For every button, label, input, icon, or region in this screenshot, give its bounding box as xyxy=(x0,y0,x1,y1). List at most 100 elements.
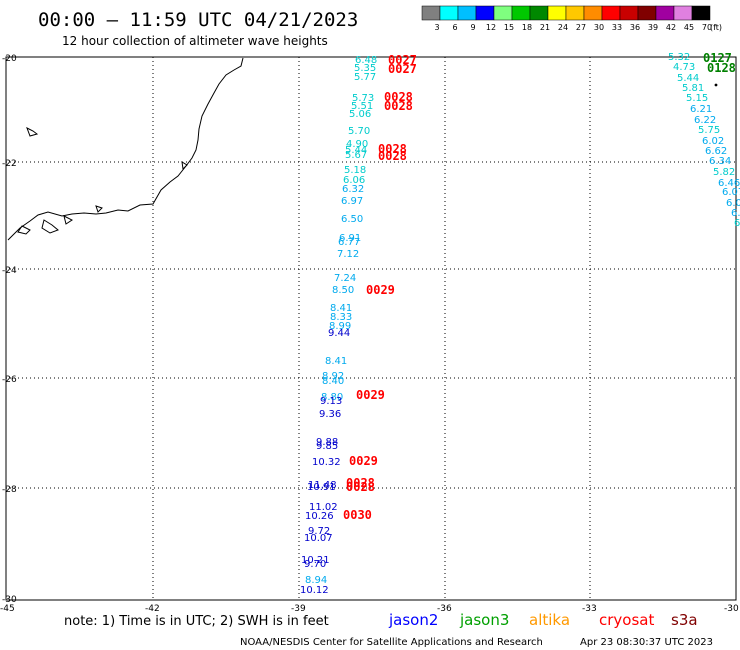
swh-reading: 9.13 xyxy=(320,396,342,407)
coastline xyxy=(7,57,244,241)
pass-label: 0028 xyxy=(384,90,413,104)
pass-label: 0028 xyxy=(384,99,413,113)
pass-label: 0029 xyxy=(349,454,378,468)
colorbar-tick: 21 xyxy=(540,23,550,32)
swh-reading: 9.85 xyxy=(316,441,338,452)
colorbar-tick: 39 xyxy=(648,23,658,32)
swh-reading: 5.77 xyxy=(354,72,376,83)
pass-label: 0029 xyxy=(356,388,385,402)
lon-label: -33 xyxy=(582,604,597,614)
swh-reading: 6.21 xyxy=(690,104,712,115)
pass-label: 0028 xyxy=(378,149,407,163)
longitude-labels: -45 -42 -39 -36 -33 -30 xyxy=(0,604,739,614)
colorbar-swatch xyxy=(583,5,603,21)
swh-reading: 10.12 xyxy=(300,585,329,596)
satellite-legend-item: s3a xyxy=(671,611,698,629)
swh-reading: 5.75 xyxy=(698,125,720,136)
swh-reading: 6.06 xyxy=(343,175,365,186)
swh-reading: 8.41 xyxy=(325,356,347,367)
swh-reading: 6.46 xyxy=(718,178,740,189)
pass-label: 0127 xyxy=(703,51,732,65)
swh-reading: 6. xyxy=(731,208,740,219)
lat-label: -20 xyxy=(2,54,17,64)
colorbar-tick: 18 xyxy=(522,23,532,32)
footer-credit: NOAA/NESDIS Center for Satellite Applica… xyxy=(240,637,543,648)
colorbar-tick: 3 xyxy=(434,23,439,32)
colorbar-swatch xyxy=(565,5,585,21)
map-border xyxy=(5,56,737,601)
lon-label: -36 xyxy=(437,604,452,614)
pass-labels: 0027002700280028002800280029002900290028… xyxy=(343,51,736,522)
colorbar-swatch xyxy=(493,5,513,21)
swh-reading: 4.90 xyxy=(346,139,368,150)
colorbar-tick: 70 xyxy=(702,23,712,32)
swh-reading: 5.15 xyxy=(686,93,708,104)
swh-reading: 5.70 xyxy=(348,126,370,137)
lat-label: -22 xyxy=(2,159,17,169)
swh-reading: 9.44 xyxy=(328,328,350,339)
lon-label: -39 xyxy=(291,604,306,614)
swh-reading: 6.48 xyxy=(355,55,377,66)
swh-reading: 6 xyxy=(734,218,740,229)
pass-label: 0027 xyxy=(388,53,417,67)
lat-label: -30 xyxy=(2,595,17,605)
lat-label: -26 xyxy=(2,375,17,385)
swh-reading: 6.0 xyxy=(726,198,740,209)
swh-reading: 10.32 xyxy=(312,457,341,468)
swh-reading: 4.73 xyxy=(673,62,695,73)
swh-reading: 8.94 xyxy=(305,575,327,586)
swh-reading: 6.62 xyxy=(705,146,727,157)
colorbar-tick: 36 xyxy=(630,23,640,32)
colorbar-tick: 33 xyxy=(612,23,622,32)
track-west-readings: 6.485.355.77 5.735.515.06 5.70 4.905.445.67… xyxy=(300,55,377,596)
colorbar-tick: 30 xyxy=(594,23,604,32)
swh-reading: 6.22 xyxy=(694,115,716,126)
swh-reading: 8.50 xyxy=(332,285,354,296)
colorbar-tick: 24 xyxy=(558,23,568,32)
lon-label: -45 xyxy=(0,604,15,614)
colorbar-swatch xyxy=(691,5,711,21)
swh-reading: 5.73 xyxy=(352,93,374,104)
swh-reading: 8.41 xyxy=(330,303,352,314)
colorbar-tick: 6 xyxy=(452,23,457,32)
footer-timestamp: Apr 23 08:30:37 UTC 2023 xyxy=(580,637,713,648)
colorbar-unit: (ft) xyxy=(710,23,722,32)
lon-label: -30 xyxy=(724,604,739,614)
swh-reading: 10.26 xyxy=(305,511,334,522)
lat-label: -24 xyxy=(2,266,17,276)
pass-label: 0030 xyxy=(343,508,372,522)
pass-label: 0028 xyxy=(346,480,375,494)
page-title: 00:00 – 11:59 UTC 04/21/2023 xyxy=(38,9,358,31)
map-frame xyxy=(5,56,737,601)
swh-reading: 11.48 xyxy=(308,480,337,491)
swh-reading: 6.97 xyxy=(341,196,363,207)
swh-reading: 5.51 xyxy=(351,101,373,112)
swh-reading: 5.82 xyxy=(713,167,735,178)
swh-reading: 5.18 xyxy=(344,165,366,176)
colorbar-tick: 42 xyxy=(666,23,676,32)
pass-label: 0028 xyxy=(346,476,375,490)
colorbar-swatch xyxy=(547,5,567,21)
track-point-marker xyxy=(714,83,718,87)
pass-label: 0027 xyxy=(388,62,417,76)
colorbar-swatch xyxy=(601,5,621,21)
swh-reading: 10.07 xyxy=(304,533,333,544)
swh-reading: 6.07 xyxy=(722,187,740,198)
colorbar-swatch xyxy=(619,5,639,21)
colorbar-swatch xyxy=(475,5,495,21)
colorbar-swatch xyxy=(529,5,549,21)
lon-label: -42 xyxy=(145,604,160,614)
satellite-legend-item: jason3 xyxy=(459,611,509,629)
footer-note: note: 1) Time is in UTC; 2) SWH is in fe… xyxy=(64,614,329,629)
swh-reading: 9.70 xyxy=(304,559,326,570)
satellite-legend-item: jason2 xyxy=(388,611,438,629)
colorbar-swatch xyxy=(439,5,459,21)
colorbar-tick: 9 xyxy=(470,23,475,32)
swh-reading: 5.44 xyxy=(345,145,367,156)
swh-reading: 8.40 xyxy=(322,376,344,387)
colorbar-tick: 27 xyxy=(576,23,586,32)
swh-reading: 5.44 xyxy=(677,73,699,84)
lat-label: -28 xyxy=(2,485,17,495)
